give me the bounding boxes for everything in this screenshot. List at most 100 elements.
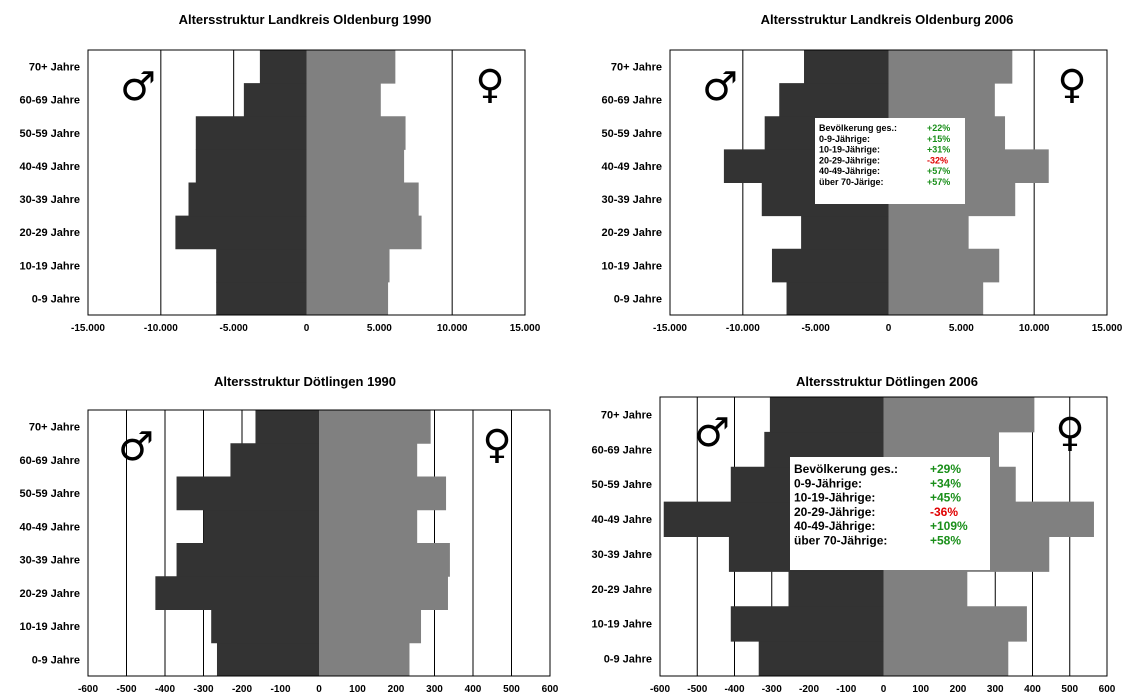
annotation-label: Bevölkerung ges.:: [819, 123, 897, 133]
bar-female-0-9-jahre: [306, 281, 389, 316]
x-tick-label: 200: [388, 684, 405, 695]
plot-frame: [87, 49, 526, 316]
category-label: 30-39 Jahre: [591, 549, 652, 561]
bar-female-70-jahre: [306, 50, 396, 84]
x-tick-label: -300: [193, 684, 213, 695]
category-label: 50-59 Jahre: [591, 479, 652, 491]
annotation-label: Bevölkerung ges.:: [794, 462, 898, 476]
bar-female-0-9-jahre: [883, 641, 1009, 677]
x-tick-label: -15.000: [71, 323, 105, 334]
x-tick-label: -15.000: [653, 323, 687, 334]
x-tick-label: -100: [270, 684, 290, 695]
category-label: 40-49 Jahre: [19, 521, 80, 533]
female-symbol-icon: ♀: [1055, 410, 1084, 456]
annotation-value: +58%: [930, 534, 961, 548]
bar-female-40-49-jahre: [306, 149, 405, 183]
bar-male-40-49-jahre: [195, 149, 307, 183]
x-tick-label: 600: [1099, 684, 1116, 695]
x-tick-label: 400: [1024, 684, 1041, 695]
bar-female-10-19-jahre: [883, 606, 1027, 642]
bar-male-60-69-jahre: [779, 83, 889, 117]
bar-female-20-29-jahre: [883, 571, 968, 607]
annotation-value: +22%: [927, 123, 950, 133]
category-label: 30-39 Jahre: [601, 194, 662, 206]
annotation-label: 40-49-Jährige:: [794, 519, 875, 533]
category-label: 60-69 Jahre: [19, 455, 80, 467]
chart-title: Altersstruktur Landkreis Oldenburg 1990: [179, 12, 432, 27]
bar-male-60-69-jahre: [230, 443, 319, 477]
category-label: 30-39 Jahre: [19, 194, 80, 206]
x-tick-label: -5.000: [219, 323, 248, 334]
annotation-value: -32%: [927, 155, 948, 165]
bar-female-60-69-jahre: [306, 83, 381, 117]
category-label: 10-19 Jahre: [19, 621, 80, 633]
category-label: 10-19 Jahre: [601, 260, 662, 272]
bar-male-0-9-jahre: [758, 641, 884, 677]
pyramid-chart-1: Altersstruktur Landkreis Oldenburg 1990 0…: [19, 12, 540, 334]
bar-female-0-9-jahre: [888, 281, 984, 316]
category-label: 20-29 Jahre: [601, 227, 662, 239]
bar-female-0-9-jahre: [319, 642, 410, 677]
x-tick-label: 400: [465, 684, 482, 695]
annotation-value: +34%: [930, 476, 961, 490]
bar-female-20-29-jahre: [319, 576, 448, 610]
pyramid-chart-3: Altersstruktur Dötlingen 1990 0-9 Jahre 10…: [19, 374, 558, 695]
category-label: 0-9 Jahre: [32, 293, 80, 305]
category-label: 10-19 Jahre: [19, 260, 80, 272]
male-symbol-icon: ♂: [702, 64, 738, 110]
annotation-value: +45%: [930, 491, 961, 505]
female-symbol-icon: ♀: [475, 62, 504, 108]
bar-female-20-29-jahre: [888, 215, 969, 250]
bar-male-20-29-jahre: [155, 576, 319, 610]
bar-male-10-19-jahre: [771, 248, 889, 283]
bar-male-50-59-jahre: [176, 476, 319, 511]
bar-female-70-jahre: [888, 50, 1013, 84]
chart-title: Altersstruktur Dötlingen 2006: [796, 374, 978, 389]
x-tick-label: -5.000: [801, 323, 830, 334]
female-symbol-icon: ♀: [1057, 62, 1086, 108]
x-tick-label: 10.000: [1019, 323, 1050, 334]
x-tick-label: -400: [724, 684, 744, 695]
x-tick-label: -500: [116, 684, 136, 695]
annotation-value: -36%: [930, 505, 958, 519]
x-tick-label: -600: [650, 684, 670, 695]
x-tick-label: 500: [1061, 684, 1078, 695]
x-tick-label: -10.000: [726, 323, 760, 334]
annotation-label: 10-19-Jährige:: [819, 145, 880, 155]
bar-male-0-9-jahre: [216, 281, 307, 316]
bar-male-20-29-jahre: [175, 215, 307, 250]
x-tick-label: 600: [542, 684, 559, 695]
bar-male-70-jahre: [255, 410, 319, 444]
bar-male-40-49-jahre: [203, 509, 319, 544]
bar-male-70-jahre: [769, 397, 884, 433]
bar-male-10-19-jahre: [211, 609, 319, 644]
annotation-label: 0-9-Jährige:: [794, 476, 862, 490]
bar-female-10-19-jahre: [888, 248, 1000, 283]
change-annotation-box: Bevölkerung ges.: +29% 0-9-Jährige: +34% 10-…: [790, 457, 990, 570]
annotation-label: 10-19-Jährige:: [794, 491, 875, 505]
category-label: 50-59 Jahre: [19, 128, 80, 140]
x-tick-label: 15.000: [1092, 323, 1122, 334]
bar-female-70-jahre: [319, 410, 431, 444]
x-tick-label: -300: [762, 684, 782, 695]
x-tick-label: -500: [687, 684, 707, 695]
female-symbol-icon: ♀: [482, 422, 511, 468]
bar-female-30-39-jahre: [319, 543, 450, 577]
category-label: 60-69 Jahre: [19, 95, 80, 107]
category-label: 70+ Jahre: [601, 409, 652, 421]
x-tick-label: 300: [987, 684, 1004, 695]
x-tick-label: 100: [349, 684, 366, 695]
x-tick-label: -600: [78, 684, 98, 695]
chart-title: Altersstruktur Landkreis Oldenburg 2006: [761, 12, 1014, 27]
bar-female-10-19-jahre: [319, 609, 422, 644]
category-label: 30-39 Jahre: [19, 555, 80, 567]
category-label: 70+ Jahre: [29, 62, 80, 74]
x-tick-label: 10.000: [437, 323, 468, 334]
x-tick-label: -10.000: [144, 323, 178, 334]
annotation-label: 40-49-Jährige:: [819, 166, 880, 176]
bar-female-40-49-jahre: [319, 509, 418, 544]
annotation-label: 20-29-Jährige:: [819, 155, 880, 165]
annotation-value: +15%: [927, 134, 950, 144]
category-label: 50-59 Jahre: [19, 488, 80, 500]
